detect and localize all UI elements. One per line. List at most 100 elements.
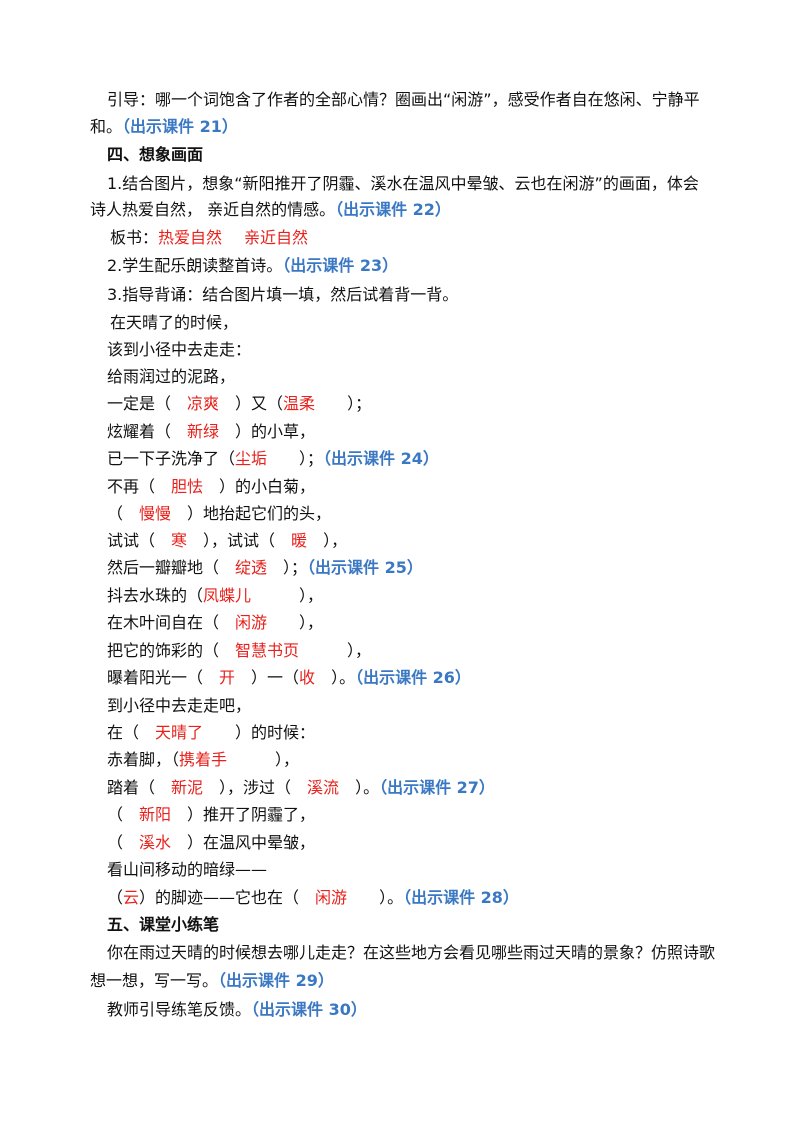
- slide-ref: （出示课件 26）: [355, 668, 471, 687]
- section-heading: 四、想象画面: [107, 145, 204, 164]
- text: ）的小草，: [219, 422, 316, 441]
- text-line: 把它的饰彩的（ 智慧书页 ），: [107, 640, 371, 662]
- text: 已一下子洗净了（: [107, 449, 236, 468]
- text: ），: [227, 750, 300, 769]
- text: ）。: [315, 668, 356, 687]
- answer: 新阳: [139, 805, 172, 824]
- text: ）；: [267, 558, 308, 577]
- answer: 凉爽: [187, 394, 220, 413]
- text: ），: [267, 613, 324, 632]
- text-line: 想一想，写一写。（出示课件 29）: [90, 970, 334, 992]
- text: ）地抬起它们的头，: [171, 504, 332, 523]
- answer: 亲近自然: [244, 228, 309, 247]
- text: 抖去水珠的（: [107, 586, 204, 605]
- answer: 开: [219, 668, 236, 687]
- text: 把它的饰彩的（: [107, 641, 236, 660]
- answer: 热爱自然: [158, 228, 223, 247]
- answer: 天晴了: [155, 723, 204, 742]
- text-line: 板书：热爱自然 亲近自然: [110, 227, 308, 249]
- text: 到小径中去走走吧，: [107, 696, 252, 715]
- text: 曝着阳光一（: [107, 668, 220, 687]
- text-line: （ 慢慢 ）地抬起它们的头，: [107, 503, 331, 525]
- text-line: 赤着脚，（携着手 ），: [107, 749, 299, 771]
- text-line: 曝着阳光一（ 开 ）一（收 ）。（出示课件 26）: [107, 667, 471, 689]
- text-line: 引导：哪一个词饱含了作者的全部心情？圈画出“闲游”，感受作者自在悠闲、宁静平: [107, 89, 700, 111]
- text-line: 和。（出示课件 21）: [90, 116, 238, 138]
- answer: 闲游: [235, 613, 268, 632]
- text: 试试（: [107, 531, 172, 550]
- text: （: [107, 833, 140, 852]
- text: ）；: [267, 449, 324, 468]
- text: ）。: [347, 888, 404, 907]
- slide-ref: （出示课件 28）: [403, 888, 519, 907]
- text: 在木叶间自在（: [107, 613, 236, 632]
- text-line: 3.指导背诵：结合图片填一填，然后试着背一背。: [107, 284, 458, 306]
- answer: 尘垢: [235, 449, 268, 468]
- slide-ref: （出示课件 21）: [122, 117, 238, 136]
- text: 一定是（: [107, 394, 188, 413]
- text: 踏着（: [107, 778, 172, 797]
- text: 2.学生配乐朗读整首诗。: [107, 256, 283, 275]
- text: 给雨润过的泥路，: [107, 367, 236, 386]
- text: 3.指导背诵：结合图片填一填，然后试着背一背。: [107, 285, 459, 304]
- text: ）在温风中晕皱，: [171, 833, 316, 852]
- text: （: [107, 888, 124, 907]
- text-line: （云）的脚迹——它也在（ 闲游 ）。（出示课件 28）: [107, 887, 519, 909]
- text: 板书：: [110, 228, 159, 247]
- text: ），: [307, 531, 348, 550]
- slide-ref: （出示课件 22）: [335, 200, 451, 219]
- text-line: 到小径中去走走吧，: [107, 695, 251, 717]
- text-line: 一定是（ 凉爽 ）又（温柔 ）；: [107, 393, 371, 415]
- text-line: 炫耀着（ 新绿 ）的小草，: [107, 421, 315, 443]
- slide-ref: （出示课件 29）: [218, 971, 334, 990]
- text: ），: [251, 586, 324, 605]
- text-line: 抖去水珠的（凤蝶儿 ），: [107, 585, 323, 607]
- text: ）；: [315, 394, 372, 413]
- answer: 闲游: [315, 888, 348, 907]
- text: 赤着脚，（: [107, 750, 180, 769]
- text: ）的脚迹——它也在（: [139, 888, 316, 907]
- text: 不再（: [107, 477, 172, 496]
- slide-ref: （出示课件 30）: [251, 1000, 367, 1019]
- answer: 新泥: [171, 778, 204, 797]
- text: ），试试（: [187, 531, 292, 550]
- text: 你在雨过天晴的时候想去哪儿走走？在这些地方会看见哪些雨过天晴的景象？仿照诗歌: [107, 943, 716, 962]
- text: 然后一瓣瓣地（: [107, 558, 236, 577]
- text-line: 踏着（ 新泥 ），涉过（ 溪流 ）。（出示课件 27）: [107, 777, 495, 799]
- text: （: [107, 805, 140, 824]
- text: ）的时候：: [203, 723, 316, 742]
- text: 引导：哪一个词饱含了作者的全部心情？圈画出“闲游”，感受作者自在悠闲、宁静平: [107, 90, 700, 109]
- text: 看山间移动的暗绿——: [107, 860, 268, 879]
- text-line: 已一下子洗净了（尘垢 ）；（出示课件 24）: [107, 448, 439, 470]
- text: ）的小白菊，: [203, 477, 316, 496]
- text-line: 在天晴了的时候，: [110, 312, 238, 334]
- text-line: 诗人热爱自然， 亲近自然的情感。（出示课件 22）: [90, 199, 451, 221]
- answer: 溪水: [139, 833, 172, 852]
- answer: 智慧书页: [235, 641, 300, 660]
- slide-ref: （出示课件 23）: [282, 256, 399, 275]
- text: ）。: [339, 778, 380, 797]
- text-line: 五、课堂小练笔: [107, 914, 219, 936]
- text-line: （ 溪水 ）在温风中晕皱，: [107, 832, 315, 854]
- answer: 云: [123, 888, 140, 907]
- text-line: 四、想象画面: [107, 144, 203, 166]
- answer: 新绿: [187, 422, 220, 441]
- text: 和。: [90, 117, 123, 136]
- text: 在天晴了的时候，: [110, 313, 239, 332]
- answer: 凤蝶儿: [203, 586, 252, 605]
- text-line: 1.结合图片，想象“新阳推开了阴霾、溪水在温风中晕皱、云也在闲游”的画面，体会: [107, 173, 699, 195]
- text: ），: [299, 641, 372, 660]
- text-line: 给雨润过的泥路，: [107, 366, 235, 388]
- answer: 溪流: [307, 778, 340, 797]
- text-line: 教师引导练笔反馈。（出示课件 30）: [107, 999, 367, 1021]
- text-line: 2.学生配乐朗读整首诗。（出示课件 23）: [107, 255, 398, 277]
- answer: 携着手: [179, 750, 228, 769]
- text: （: [107, 504, 140, 523]
- text-line: 在（ 天晴了 ）的时候：: [107, 722, 315, 744]
- text: 该到小径中去走走：: [107, 340, 252, 359]
- text: ）又（: [219, 394, 284, 413]
- text: 教师引导练笔反馈。: [107, 1000, 252, 1019]
- text-line: 不再（ 胆怯 ）的小白菊，: [107, 476, 315, 498]
- text: 炫耀着（: [107, 422, 188, 441]
